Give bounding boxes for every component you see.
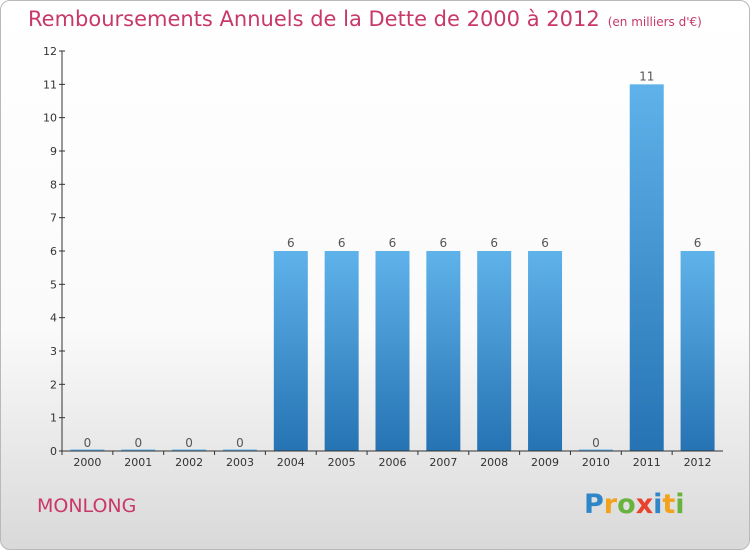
value-label: 0: [592, 436, 600, 450]
x-tick-label: 2002: [175, 456, 203, 469]
y-tick-label: 6: [50, 245, 57, 258]
value-label: 6: [287, 236, 295, 250]
chart-title: Remboursements Annuels de la Dette de 20…: [28, 7, 702, 31]
logo-letter: x: [635, 489, 654, 520]
y-tick-label: 0: [50, 445, 57, 458]
value-label: 6: [338, 236, 346, 250]
x-tick-label: 2010: [582, 456, 610, 469]
value-label: 0: [134, 436, 142, 450]
bar: [324, 251, 359, 451]
y-tick-label: 1: [50, 412, 57, 425]
logo-letter: t: [662, 489, 676, 520]
logo-letter: P: [584, 489, 604, 520]
proxiti-logo: Proxiti: [584, 489, 685, 520]
x-tick-label: 2012: [684, 456, 712, 469]
logo-letter: i: [675, 489, 685, 520]
value-label: 6: [490, 236, 498, 250]
value-label: 6: [440, 236, 448, 250]
y-tick-label: 7: [50, 212, 57, 225]
y-tick-label: 10: [43, 112, 57, 125]
value-label: 0: [84, 436, 92, 450]
value-label: 0: [236, 436, 244, 450]
bar: [273, 251, 308, 451]
bar: [528, 251, 563, 451]
bar: [578, 449, 613, 451]
y-tick-label: 5: [50, 278, 57, 291]
chart-unit: (en milliers d'€): [607, 15, 702, 29]
y-tick-label: 4: [50, 312, 57, 325]
x-tick-label: 2008: [480, 456, 508, 469]
logo-letter: i: [653, 489, 663, 520]
x-tick-label: 2001: [124, 456, 152, 469]
bar: [426, 251, 461, 451]
bar: [477, 251, 512, 451]
logo-letter: o: [617, 489, 636, 520]
x-tick-label: 2004: [277, 456, 305, 469]
x-tick-label: 2009: [531, 456, 559, 469]
bar: [70, 449, 105, 451]
bar: [121, 449, 156, 451]
chart-title-text: Remboursements Annuels de la Dette de 20…: [28, 7, 600, 31]
value-label: 11: [639, 69, 654, 83]
value-label: 6: [541, 236, 549, 250]
bar: [375, 251, 410, 451]
commune-name: MONLONG: [37, 495, 137, 517]
bar: [222, 449, 257, 451]
bar: [680, 251, 715, 451]
x-tick-label: 2007: [429, 456, 457, 469]
value-label: 6: [694, 236, 702, 250]
y-tick-label: 3: [50, 345, 57, 358]
x-tick-label: 2003: [226, 456, 254, 469]
logo-letter: r: [603, 489, 618, 520]
value-label: 6: [389, 236, 397, 250]
bar: [172, 449, 207, 451]
y-tick-label: 8: [50, 178, 57, 191]
bars-group: 0 0 0 0 6 6 6 6 6 6 0 11 6: [70, 69, 715, 451]
x-tick-label: 2005: [328, 456, 356, 469]
y-tick-label: 12: [43, 45, 57, 58]
bar: [629, 84, 664, 451]
y-tick-label: 2: [50, 378, 57, 391]
y-tick-label: 9: [50, 145, 57, 158]
x-tick-label: 2011: [633, 456, 661, 469]
x-tick-label: 2000: [73, 456, 101, 469]
x-tick-label: 2006: [379, 456, 407, 469]
value-label: 0: [185, 436, 193, 450]
y-tick-label: 11: [43, 78, 57, 91]
